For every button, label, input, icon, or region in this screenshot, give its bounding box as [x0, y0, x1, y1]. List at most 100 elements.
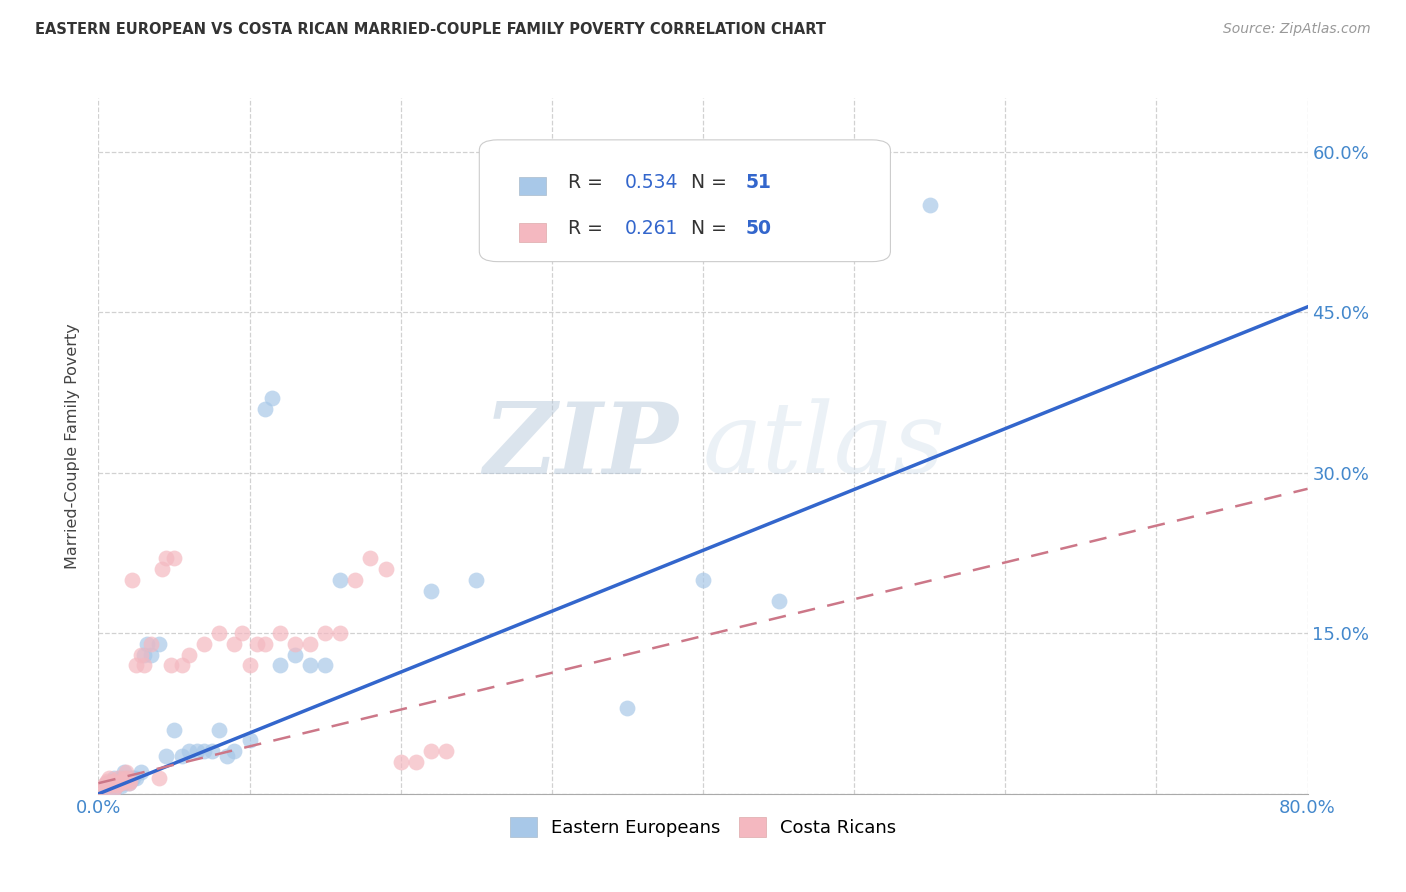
Point	[179, 744, 201, 758]
Point	[96, 774, 118, 789]
Point	[329, 626, 352, 640]
Point	[107, 771, 129, 785]
Text: N =: N =	[679, 173, 733, 192]
Point	[193, 637, 215, 651]
Point	[360, 551, 382, 566]
Point	[329, 573, 352, 587]
Point	[215, 749, 238, 764]
Point	[179, 648, 201, 662]
Point	[253, 637, 276, 651]
Point	[148, 771, 170, 785]
Point	[107, 774, 129, 789]
Point	[118, 776, 141, 790]
Point	[692, 573, 714, 587]
Point	[284, 637, 307, 651]
Point	[150, 562, 173, 576]
Point	[96, 776, 118, 790]
Point	[125, 658, 148, 673]
Point	[299, 658, 322, 673]
Point	[768, 594, 790, 608]
Point	[114, 765, 136, 780]
Point	[121, 771, 143, 785]
Point	[108, 776, 131, 790]
Point	[111, 774, 134, 789]
Point	[120, 774, 142, 789]
Point	[239, 733, 262, 747]
Point	[93, 778, 115, 792]
Point	[314, 626, 336, 640]
Text: R =: R =	[568, 173, 609, 192]
Point	[112, 771, 135, 785]
Text: N =: N =	[679, 219, 733, 238]
Point	[160, 658, 183, 673]
Point	[105, 778, 128, 792]
Point	[100, 780, 122, 795]
Point	[434, 744, 457, 758]
Point	[155, 551, 177, 566]
Point	[105, 778, 128, 792]
Point	[262, 391, 284, 405]
Point	[239, 658, 262, 673]
Point	[103, 776, 125, 790]
Point	[465, 573, 488, 587]
Point	[269, 658, 291, 673]
Point	[314, 658, 336, 673]
Point	[420, 744, 443, 758]
Point	[155, 749, 177, 764]
Text: 51: 51	[745, 173, 772, 192]
Text: Source: ZipAtlas.com: Source: ZipAtlas.com	[1223, 22, 1371, 37]
Point	[103, 774, 125, 789]
Point	[224, 637, 246, 651]
Point	[132, 658, 155, 673]
Point	[141, 648, 163, 662]
Point	[284, 648, 307, 662]
Point	[108, 776, 131, 790]
Point	[269, 626, 291, 640]
Point	[132, 648, 155, 662]
Legend: Eastern Europeans, Costa Ricans: Eastern Europeans, Costa Ricans	[502, 810, 904, 844]
Text: 50: 50	[745, 219, 772, 238]
Y-axis label: Married-Couple Family Poverty: Married-Couple Family Poverty	[65, 323, 80, 569]
Point	[115, 771, 138, 785]
Point	[170, 749, 193, 764]
Text: 0.261: 0.261	[624, 219, 678, 238]
Point	[110, 776, 132, 790]
Point	[163, 723, 186, 737]
Point	[420, 583, 443, 598]
Point	[135, 637, 157, 651]
Point	[120, 774, 142, 789]
Point	[201, 744, 224, 758]
Point	[374, 562, 396, 576]
Point	[101, 776, 124, 790]
Text: EASTERN EUROPEAN VS COSTA RICAN MARRIED-COUPLE FAMILY POVERTY CORRELATION CHART: EASTERN EUROPEAN VS COSTA RICAN MARRIED-…	[35, 22, 827, 37]
Point	[94, 781, 117, 796]
Point	[91, 781, 114, 796]
Point	[141, 637, 163, 651]
Point	[170, 658, 193, 673]
Point	[193, 744, 215, 758]
Point	[344, 573, 367, 587]
Point	[389, 755, 412, 769]
Point	[100, 778, 122, 792]
Point	[115, 771, 138, 785]
Point	[208, 723, 231, 737]
Text: 0.534: 0.534	[624, 173, 678, 192]
Text: R =: R =	[568, 219, 609, 238]
Point	[101, 774, 124, 789]
Point	[129, 765, 152, 780]
Point	[111, 776, 134, 790]
Point	[98, 771, 121, 785]
Point	[299, 637, 322, 651]
Point	[208, 626, 231, 640]
Point	[125, 771, 148, 785]
Point	[114, 774, 136, 789]
Point	[118, 776, 141, 790]
Point	[94, 776, 117, 790]
Point	[110, 780, 132, 794]
Text: ZIP: ZIP	[484, 398, 679, 494]
Point	[110, 771, 132, 785]
Point	[122, 771, 145, 785]
Point	[918, 198, 941, 212]
Point	[103, 771, 125, 785]
Point	[186, 744, 208, 758]
